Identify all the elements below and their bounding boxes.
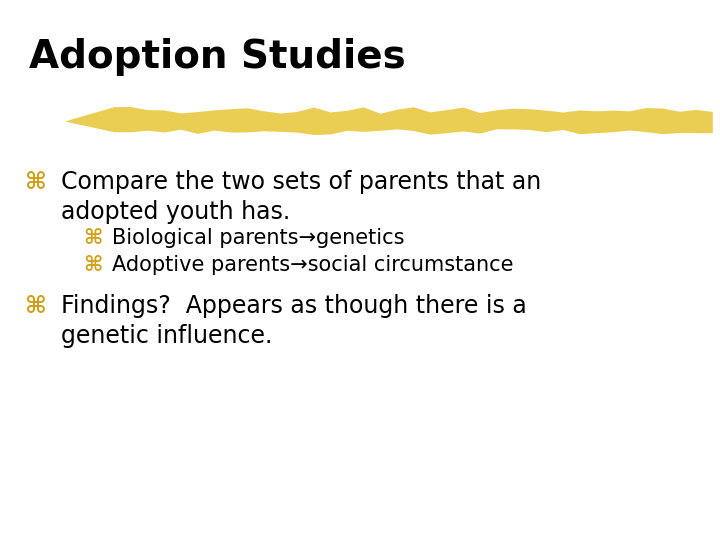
Text: ⌘: ⌘: [83, 228, 102, 248]
Text: Compare the two sets of parents that an: Compare the two sets of parents that an: [61, 170, 541, 194]
Text: genetic influence.: genetic influence.: [61, 324, 273, 348]
Text: Adoption Studies: Adoption Studies: [29, 38, 405, 76]
Text: ⌘: ⌘: [25, 294, 47, 318]
Text: Adoptive parents→social circumstance: Adoptive parents→social circumstance: [112, 255, 513, 275]
Text: adopted youth has.: adopted youth has.: [61, 200, 290, 224]
Text: ⌘: ⌘: [25, 170, 47, 194]
Polygon shape: [65, 107, 713, 135]
Text: Findings?  Appears as though there is a: Findings? Appears as though there is a: [61, 294, 527, 318]
Text: ⌘: ⌘: [83, 255, 102, 275]
Text: Biological parents→genetics: Biological parents→genetics: [112, 228, 404, 248]
